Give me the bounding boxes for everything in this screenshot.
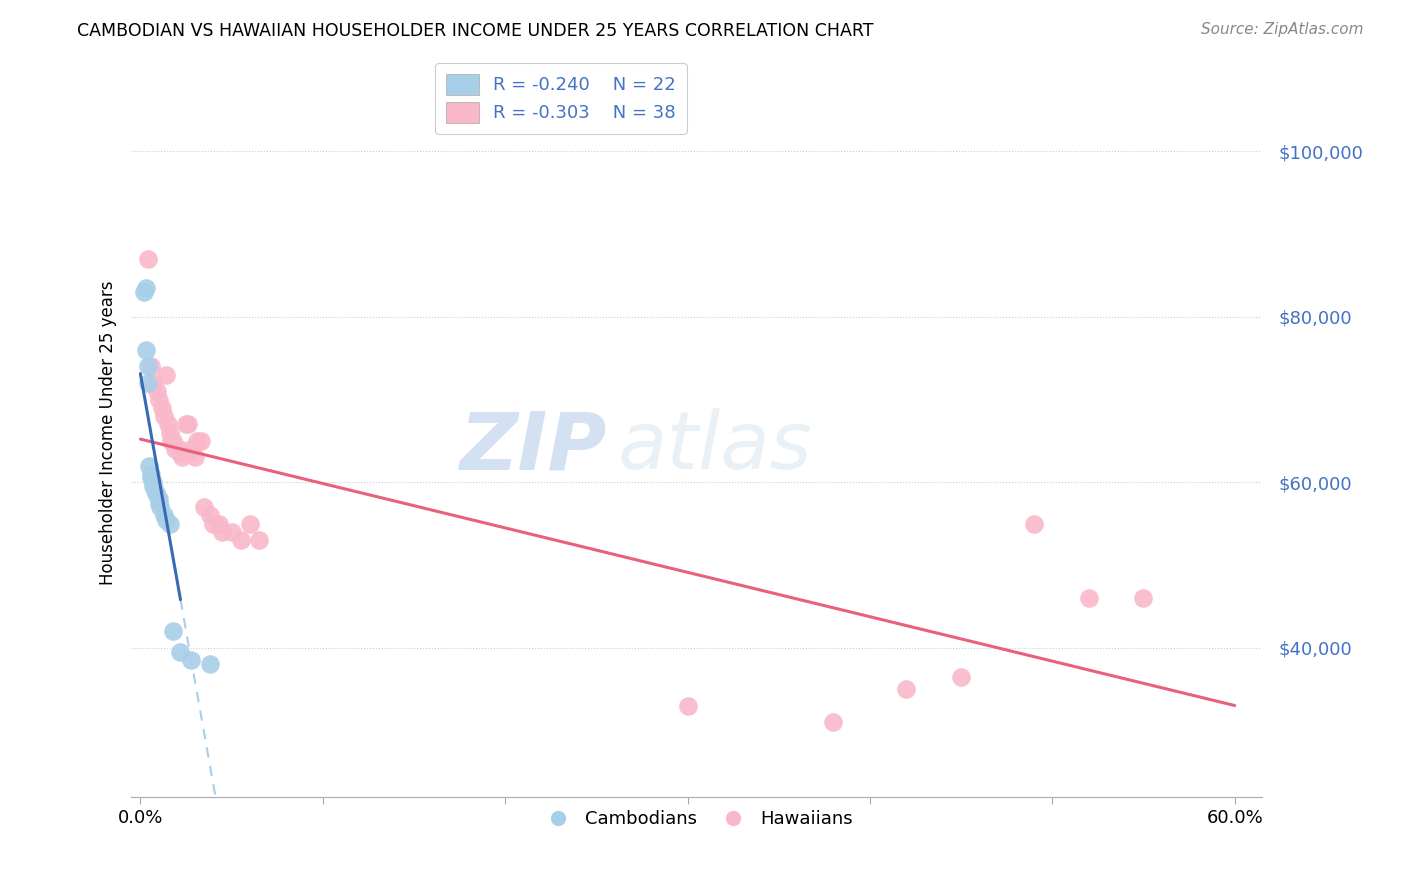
Point — [1077, 591, 1099, 606]
Point — [146, 384, 169, 399]
Text: ZIP: ZIP — [458, 409, 606, 486]
Point — [239, 516, 262, 531]
Point — [153, 508, 176, 523]
Point — [138, 458, 160, 473]
Point — [896, 682, 918, 697]
Point — [180, 653, 202, 667]
Point — [150, 401, 173, 415]
Point — [142, 376, 165, 390]
Point — [146, 488, 169, 502]
Point — [676, 698, 699, 713]
Point — [148, 392, 170, 407]
Point — [159, 425, 181, 440]
Point — [135, 281, 157, 295]
Point — [221, 524, 243, 539]
Point — [136, 376, 159, 390]
Point — [148, 491, 170, 506]
Point — [136, 359, 159, 374]
Point — [162, 624, 184, 639]
Point — [169, 446, 191, 460]
Point — [1132, 591, 1154, 606]
Text: atlas: atlas — [617, 409, 813, 486]
Point — [149, 500, 172, 515]
Point — [142, 475, 165, 490]
Point — [229, 533, 252, 548]
Point — [174, 417, 197, 432]
Point — [143, 483, 166, 498]
Point — [159, 516, 181, 531]
Point — [190, 434, 212, 448]
Text: Source: ZipAtlas.com: Source: ZipAtlas.com — [1201, 22, 1364, 37]
Point — [202, 516, 225, 531]
Point — [950, 670, 973, 684]
Text: CAMBODIAN VS HAWAIIAN HOUSEHOLDER INCOME UNDER 25 YEARS CORRELATION CHART: CAMBODIAN VS HAWAIIAN HOUSEHOLDER INCOME… — [77, 22, 875, 40]
Point — [148, 496, 170, 510]
Point — [135, 343, 157, 357]
Y-axis label: Householder Income Under 25 years: Householder Income Under 25 years — [100, 280, 117, 585]
Point — [198, 657, 221, 672]
Point — [247, 533, 270, 548]
Point — [162, 434, 184, 448]
Point — [172, 450, 194, 465]
Point — [1022, 516, 1045, 531]
Legend: Cambodians, Hawaiians: Cambodians, Hawaiians — [533, 803, 860, 835]
Point — [136, 252, 159, 266]
Point — [153, 409, 176, 423]
Point — [141, 471, 163, 485]
Point — [184, 450, 207, 465]
Point — [198, 508, 221, 523]
Point — [169, 645, 191, 659]
Point — [186, 434, 208, 448]
Point — [141, 467, 163, 481]
Point — [177, 417, 200, 432]
Point — [142, 479, 165, 493]
Point — [211, 524, 233, 539]
Point — [141, 359, 163, 374]
Point — [132, 285, 155, 299]
Point — [160, 434, 183, 448]
Point — [180, 442, 202, 457]
Point — [155, 368, 177, 382]
Point — [163, 442, 186, 457]
Point — [193, 500, 215, 515]
Point — [823, 715, 845, 730]
Point — [155, 512, 177, 526]
Point — [167, 442, 190, 457]
Point — [208, 516, 231, 531]
Point — [156, 417, 179, 432]
